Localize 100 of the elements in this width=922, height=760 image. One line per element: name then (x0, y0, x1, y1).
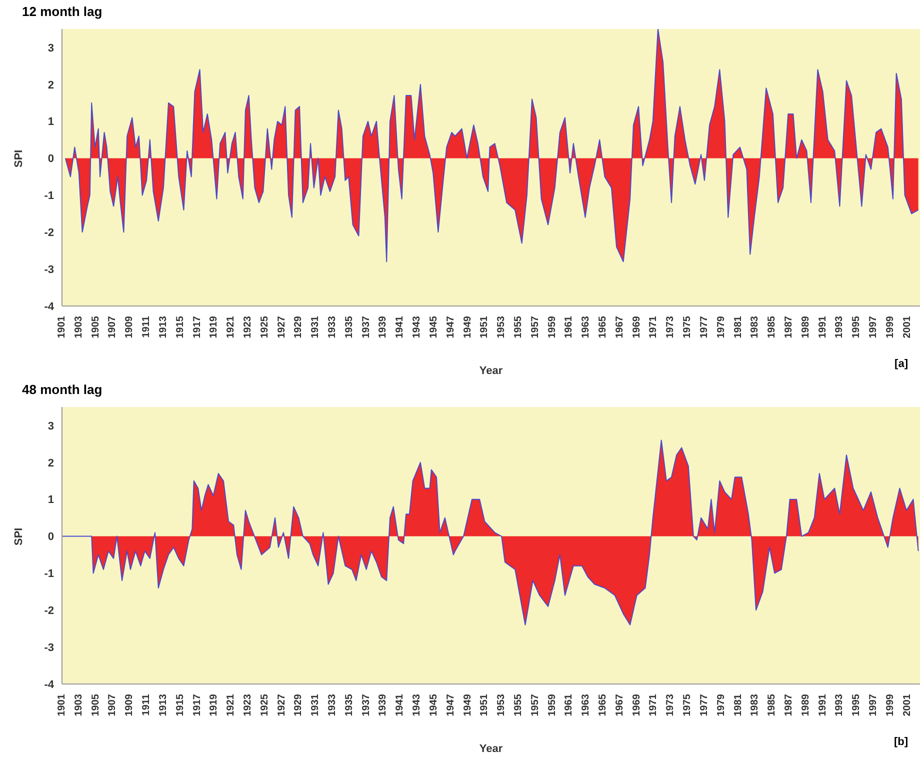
y-tick-label: 3 (48, 42, 54, 54)
x-tick-label: 1997 (868, 694, 880, 716)
x-tick-label: 1949 (462, 316, 474, 338)
x-tick-label: 1903 (73, 316, 84, 338)
x-tick-label: 1935 (344, 316, 355, 338)
x-tick-label: 1973 (665, 316, 676, 338)
x-tick-label: 1971 (648, 694, 660, 716)
x-tick-label: 1937 (360, 694, 372, 716)
x-tick-label: 1905 (90, 316, 102, 338)
y-tick-label: 1 (48, 116, 54, 128)
x-tick-label: 1989 (800, 316, 812, 338)
x-tick-label: 1985 (766, 316, 778, 338)
x-tick-label: 1913 (158, 316, 169, 338)
x-tick-label: 1987 (783, 694, 794, 716)
y-tick-label: 0 (48, 153, 54, 166)
x-tick-label: 1981 (732, 694, 744, 716)
y-tick-label: 1 (48, 494, 54, 506)
x-tick-label: 1983 (750, 316, 761, 338)
x-tick-label: 1997 (868, 316, 880, 338)
x-tick-label: 1921 (226, 316, 237, 338)
x-tick-label: 1945 (428, 316, 440, 338)
x-axis-title: Year (479, 743, 504, 755)
y-tick-label: -4 (44, 678, 55, 691)
y-tick-label: -2 (44, 227, 54, 240)
x-tick-label: 1979 (716, 694, 727, 716)
x-tick-label: 1943 (412, 694, 423, 716)
y-tick-label: 2 (48, 457, 54, 470)
y-tick-label: -1 (44, 190, 54, 202)
x-tick-label: 1991 (817, 694, 828, 716)
x-tick-label: 1901 (56, 694, 68, 716)
x-tick-label: 1933 (327, 316, 338, 338)
y-tick-label: -4 (44, 300, 55, 313)
y-tick-label: -1 (44, 568, 54, 580)
x-tick-label: 1985 (766, 694, 778, 716)
x-tick-label: 1971 (648, 316, 660, 338)
x-tick-label: 1935 (344, 694, 355, 716)
x-tick-label: 1961 (564, 316, 575, 338)
x-tick-label: 1919 (208, 694, 220, 716)
x-tick-label: 1915 (174, 694, 186, 716)
x-tick-label: 1929 (293, 316, 304, 338)
x-tick-label: 2001 (902, 694, 913, 716)
x-tick-label: 1923 (242, 694, 254, 716)
x-tick-label: 1959 (546, 316, 558, 338)
x-axis-title: Year (479, 365, 504, 377)
x-tick-label: 1969 (631, 316, 642, 338)
x-tick-label: 1959 (546, 694, 558, 716)
x-tick-label: 1933 (327, 694, 338, 716)
x-tick-label: 1925 (259, 694, 270, 716)
y-tick-label: -2 (44, 605, 54, 618)
x-tick-label: 1951 (479, 316, 490, 338)
x-tick-label: 1975 (682, 316, 694, 338)
x-tick-label: 1929 (293, 694, 304, 716)
x-tick-label: 1993 (834, 316, 846, 338)
x-tick-label: 1947 (445, 694, 456, 716)
x-tick-label: 1963 (580, 316, 592, 338)
x-tick-label: 1901 (56, 316, 68, 338)
x-tick-label: 1903 (73, 694, 84, 716)
x-tick-label: 1991 (817, 316, 828, 338)
x-tick-label: 1939 (378, 694, 389, 716)
x-tick-label: 1919 (208, 316, 220, 338)
x-tick-label: 1953 (496, 694, 508, 716)
y-tick-label: 0 (48, 531, 54, 544)
x-tick-label: 1961 (564, 694, 575, 716)
x-tick-label: 1979 (716, 316, 727, 338)
x-tick-label: 1913 (158, 694, 169, 716)
x-tick-label: 1967 (614, 316, 626, 338)
y-axis-title: SPI (12, 528, 25, 546)
x-tick-label: 1925 (259, 316, 270, 338)
x-tick-label: 1987 (783, 316, 794, 338)
x-tick-label: 1981 (732, 316, 744, 338)
x-tick-label: 1963 (580, 694, 592, 716)
x-tick-label: 1927 (276, 694, 288, 716)
x-tick-label: 1915 (174, 316, 186, 338)
y-tick-label: 2 (48, 79, 54, 92)
x-tick-label: 1967 (614, 694, 626, 716)
x-tick-label: 1999 (884, 694, 896, 716)
x-tick-label: 1909 (124, 316, 136, 338)
x-tick-label: 1957 (530, 694, 541, 716)
y-axis-title: SPI (12, 150, 25, 168)
x-tick-label: 1995 (851, 694, 862, 716)
x-tick-label: 1973 (665, 694, 676, 716)
x-tick-label: 1939 (378, 316, 389, 338)
y-tick-label: 3 (48, 420, 54, 432)
y-tick-label: -3 (44, 642, 54, 654)
x-tick-label: 1999 (884, 316, 896, 338)
chart-title: 48 month lag (22, 382, 102, 397)
text: [a] (894, 358, 908, 370)
x-tick-label: 1965 (598, 316, 609, 338)
x-tick-label: 1931 (310, 316, 322, 338)
x-tick-label: 1927 (276, 316, 288, 338)
x-tick-label: 1945 (428, 694, 440, 716)
x-tick-label: 1943 (412, 316, 423, 338)
x-tick-label: 1993 (834, 694, 846, 716)
x-tick-label: 1911 (141, 316, 152, 338)
x-tick-label: 1909 (124, 694, 136, 716)
x-tick-label: 1917 (192, 694, 203, 716)
x-tick-label: 1921 (226, 694, 237, 716)
text: [b] (894, 736, 908, 748)
x-tick-label: 1955 (512, 694, 524, 716)
x-tick-label: 1953 (496, 316, 508, 338)
